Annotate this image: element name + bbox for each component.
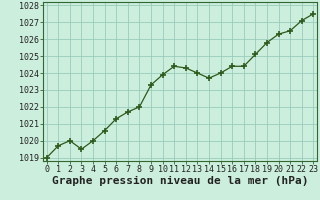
X-axis label: Graphe pression niveau de la mer (hPa): Graphe pression niveau de la mer (hPa) (52, 176, 308, 186)
